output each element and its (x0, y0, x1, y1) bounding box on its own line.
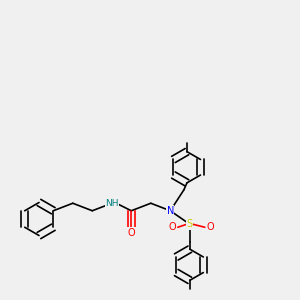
Text: O: O (206, 222, 214, 232)
Text: S: S (187, 219, 193, 229)
Text: O: O (128, 228, 135, 238)
Text: NH: NH (105, 199, 119, 208)
Text: O: O (169, 222, 176, 232)
Text: N: N (167, 206, 174, 216)
